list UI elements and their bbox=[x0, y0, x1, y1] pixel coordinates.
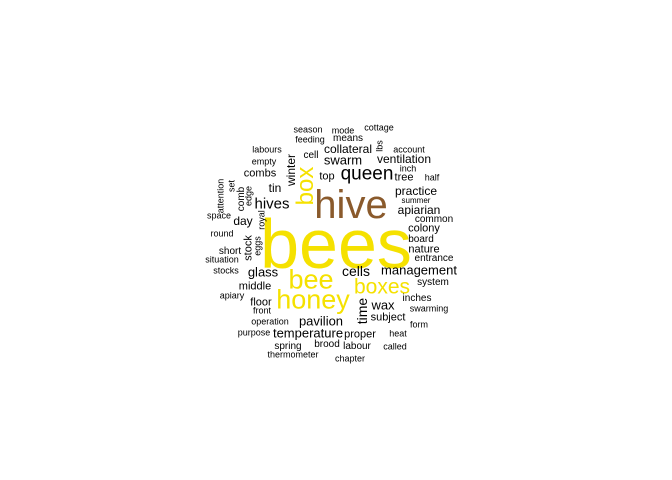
word-space: space bbox=[206, 210, 232, 221]
word-labours: labours bbox=[252, 144, 282, 155]
word-lbs: lbs bbox=[374, 140, 385, 152]
word-middle: middle bbox=[238, 280, 272, 293]
word-practice: practice bbox=[394, 184, 438, 198]
word-front: front bbox=[252, 305, 272, 316]
word-cell: cell bbox=[303, 150, 319, 161]
word-bees: bees bbox=[260, 205, 412, 283]
word-attention: attention bbox=[215, 178, 226, 214]
word-winter: winter bbox=[284, 153, 298, 187]
word-heat: heat bbox=[389, 328, 407, 339]
word-hive: hive bbox=[314, 183, 388, 227]
word-top: top bbox=[319, 170, 335, 183]
word-feeding: feeding bbox=[295, 134, 325, 145]
word-summer: summer bbox=[401, 196, 431, 205]
word-called: called bbox=[383, 341, 407, 352]
word-management: management bbox=[381, 262, 457, 278]
word-apiarian: apiarian bbox=[397, 203, 441, 217]
word-inch: inch bbox=[399, 163, 417, 174]
word-system: system bbox=[417, 277, 449, 288]
word-proper: proper bbox=[344, 328, 376, 341]
word-boxes: boxes bbox=[353, 275, 411, 299]
word-short: short bbox=[218, 246, 242, 257]
word-colony: colony bbox=[408, 222, 440, 235]
word-situation: situation bbox=[205, 254, 239, 265]
word-swarming: swarming bbox=[409, 303, 449, 314]
word-wax: wax bbox=[371, 297, 395, 313]
word-subject: subject bbox=[370, 311, 406, 324]
word-royal: royal bbox=[256, 210, 267, 230]
word-day: day bbox=[233, 214, 253, 228]
word-means: means bbox=[332, 133, 364, 144]
word-spring: spring bbox=[274, 341, 302, 352]
word-honey: honey bbox=[276, 284, 350, 315]
word-bee: bee bbox=[288, 264, 334, 295]
word-combs: combs bbox=[243, 167, 277, 180]
word-hives: hives bbox=[254, 195, 290, 213]
word-eggs: eggs bbox=[252, 236, 263, 256]
word-chapter: chapter bbox=[334, 353, 366, 364]
word-tin: tin bbox=[268, 181, 282, 195]
word-ventilation: ventilation bbox=[376, 152, 432, 166]
word-common: common bbox=[414, 214, 454, 225]
word-floor: floor bbox=[250, 296, 272, 309]
word-queen: queen bbox=[340, 163, 394, 185]
word-stocks: stocks bbox=[213, 265, 239, 276]
word-glass: glass bbox=[247, 264, 279, 280]
word-edge: edge bbox=[243, 185, 254, 207]
word-tree: tree bbox=[394, 171, 414, 184]
word-operation: operation bbox=[251, 316, 289, 327]
word-set: set bbox=[226, 179, 237, 193]
word-swarm: swarm bbox=[323, 152, 363, 168]
word-cells: cells bbox=[341, 263, 371, 279]
word-form: form bbox=[410, 319, 428, 330]
word-purpose: purpose bbox=[237, 327, 271, 338]
word-nature: nature bbox=[408, 243, 440, 256]
word-board: board bbox=[408, 234, 434, 245]
word-thermometer: thermometer bbox=[267, 349, 319, 360]
word-brood: brood bbox=[314, 339, 340, 350]
word-mode: mode bbox=[331, 125, 355, 136]
word-cottage: cottage bbox=[364, 122, 394, 133]
word-inches: inches bbox=[402, 293, 432, 304]
word-account: account bbox=[393, 144, 425, 155]
word-entrance: entrance bbox=[414, 253, 454, 264]
word-time: time bbox=[354, 297, 370, 325]
word-season: season bbox=[293, 124, 323, 135]
word-empty: empty bbox=[251, 156, 277, 167]
word-pavilion: pavilion bbox=[298, 313, 344, 329]
word-temperature: temperature bbox=[272, 325, 344, 341]
word-labour: labour bbox=[343, 341, 371, 352]
word-apiary: apiary bbox=[219, 290, 245, 301]
word-collateral: collateral bbox=[323, 142, 373, 156]
word-round: round bbox=[210, 228, 234, 239]
word-half: half bbox=[424, 172, 440, 183]
